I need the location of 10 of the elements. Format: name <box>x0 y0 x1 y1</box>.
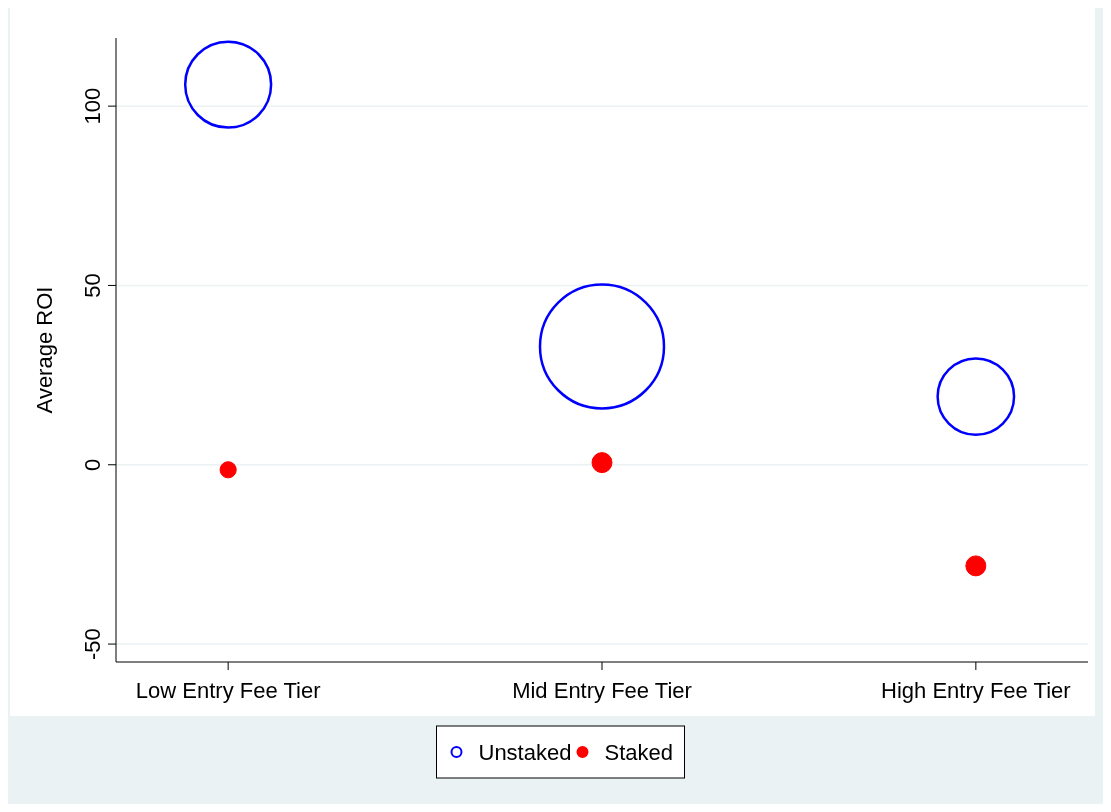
legend-label: Staked <box>604 740 673 765</box>
y-tick-label: -50 <box>80 628 105 660</box>
legend-label: Unstaked <box>478 740 572 765</box>
y-tick-label: 0 <box>80 458 105 471</box>
x-tick-label: High Entry Fee Tier <box>881 678 1071 703</box>
x-tick-label: Low Entry Fee Tier <box>135 678 321 703</box>
x-tick-label: Mid Entry Fee Tier <box>512 678 692 703</box>
y-tick-label: 50 <box>80 273 105 298</box>
y-axis-title: Average ROI <box>32 286 57 414</box>
y-tick-label: 100 <box>80 87 105 125</box>
